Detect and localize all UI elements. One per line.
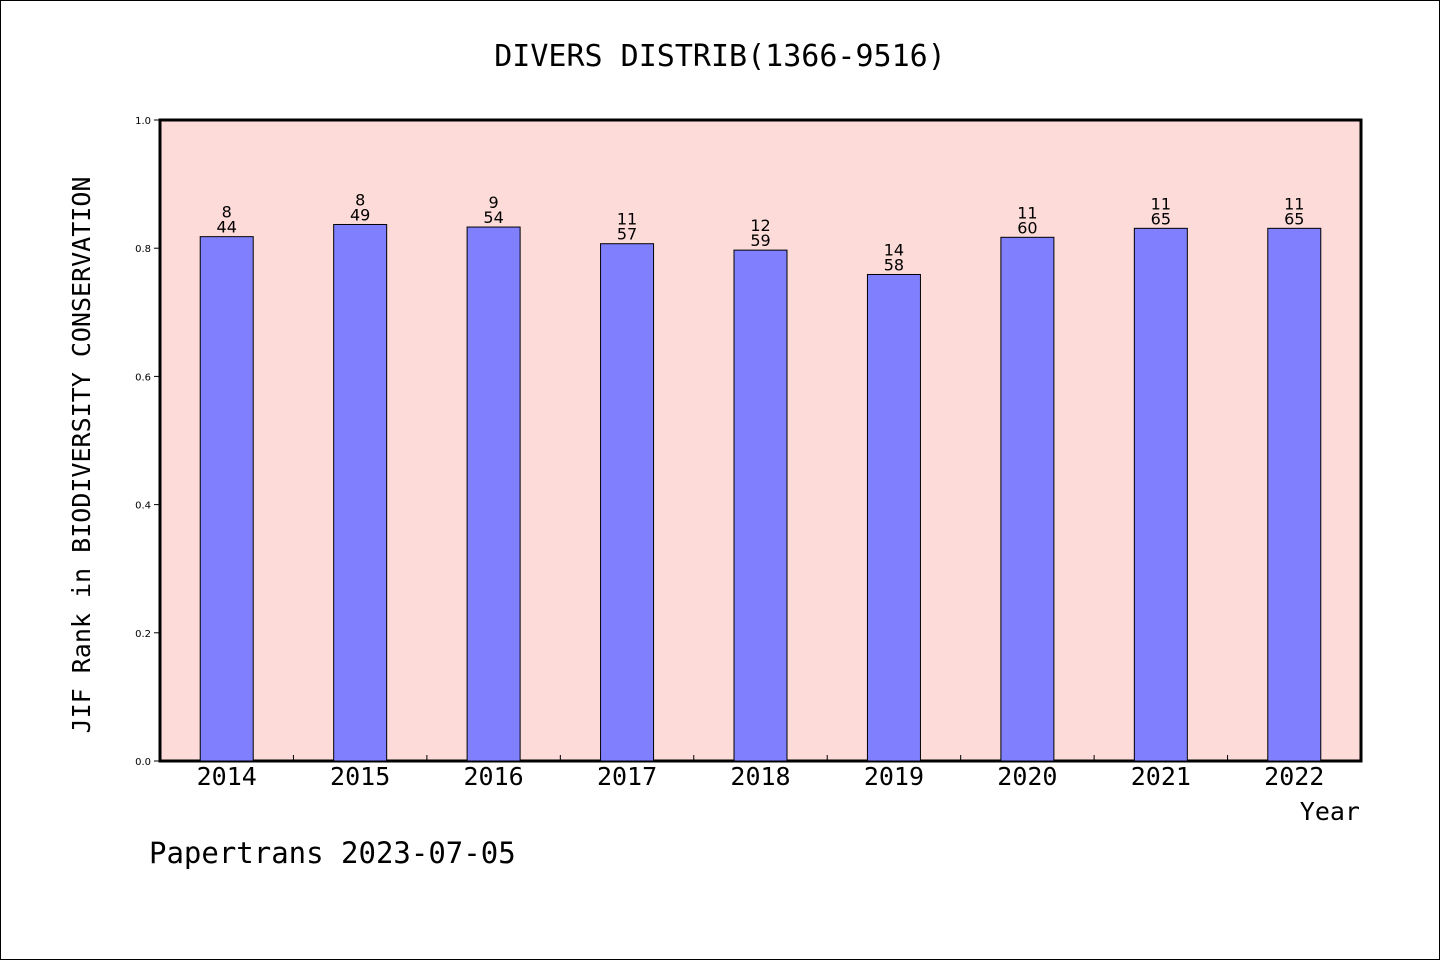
bar-2019 [866,273,921,762]
x-tick-label: 2019 [864,762,924,791]
bar-rank-label: 11 [1017,203,1037,222]
bar-2022 [1267,227,1322,762]
bar-total-label: 65 [1284,209,1304,228]
x-tick-label: 2018 [730,762,790,791]
bar-rank-label: 11 [1151,194,1171,213]
bar-rank-label: 8 [222,203,232,222]
x-tick-label: 2021 [1131,762,1191,791]
bar-2020 [1000,236,1055,762]
y-tick-label: 0.6 [135,372,151,383]
footer-credit: Papertrans 2023-07-05 [149,836,516,870]
y-tick-label: 1.0 [135,116,151,127]
x-axis-label: Year [1300,797,1360,826]
y-tick-label: 0.4 [135,501,151,512]
bar-rank-label: 11 [1284,194,1304,213]
bar-2021 [1133,227,1188,762]
bar-2015 [333,223,388,762]
bar-total-label: 65 [1151,209,1171,228]
bar-total-label: 44 [217,218,237,237]
bar-2014 [199,236,254,762]
x-tick-label: 2016 [464,762,524,791]
y-tick-label: 0.8 [135,244,151,255]
x-tick-label: 2020 [997,762,1057,791]
bar-total-label: 49 [350,205,370,224]
bar-total-label: 60 [1017,218,1037,237]
bar-rank-label: 11 [617,210,637,229]
chart-title: DIVERS DISTRIB(1366-9516) [494,39,946,74]
x-tick-label: 2017 [597,762,657,791]
x-tick-label: 2022 [1264,762,1324,791]
x-tick-label: 2015 [330,762,390,791]
y-tick-label: 0.2 [135,629,151,640]
bar-total-label: 57 [617,225,637,244]
y-axis-label: JIF Rank in BIODIVERSITY CONSERVATION [67,177,96,734]
bar-rank-label: 8 [355,190,365,209]
bar-2016 [466,226,521,762]
x-tick-label: 2014 [197,762,257,791]
bar-total-label: 59 [750,231,770,250]
bar-rank-label: 14 [884,240,904,259]
y-tick-label: 0.0 [135,757,151,768]
bar-rank-label: 12 [750,216,770,235]
bar-total-label: 54 [483,208,503,227]
bar-total-label: 58 [884,255,904,274]
bar-rank-label: 9 [489,193,499,212]
bar-2018 [733,249,788,762]
bar-2017 [600,243,655,762]
